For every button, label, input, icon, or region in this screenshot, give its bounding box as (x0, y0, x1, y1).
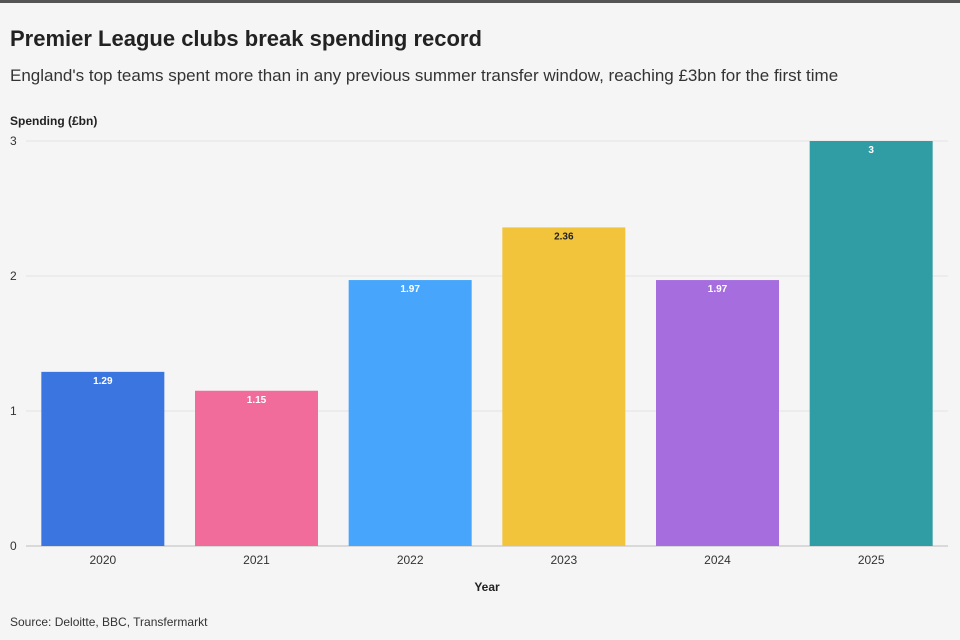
bar (41, 371, 165, 546)
bar (809, 141, 933, 546)
x-tick-label: 2025 (858, 553, 885, 567)
chart-title: Premier League clubs break spending reco… (10, 26, 482, 51)
bar-value-label: 1.15 (247, 395, 267, 406)
x-tick-label: 2021 (243, 553, 270, 567)
bar-value-label: 1.97 (400, 284, 420, 295)
x-tick-label: 2024 (704, 553, 731, 567)
y-axis-title: Spending (£bn) (10, 114, 97, 128)
bar (348, 280, 472, 546)
chart-subtitle: England's top teams spent more than in a… (10, 66, 839, 85)
bars (41, 141, 933, 546)
data-labels: 1.29 1.15 1.97 2.36 1.97 3 (93, 145, 874, 406)
x-tick-label: 2023 (550, 553, 577, 567)
x-axis-title: Year (474, 580, 500, 594)
source-note: Source: Deloitte, BBC, Transfermarkt (10, 615, 208, 629)
axes: 0 1 2 3 2020 2021 2022 2023 2024 2025 (10, 134, 885, 567)
y-tick-label: 1 (10, 404, 17, 418)
bar-value-label: 1.97 (708, 284, 728, 295)
y-tick-label: 2 (10, 269, 17, 283)
x-tick-label: 2020 (89, 553, 116, 567)
bar (656, 280, 779, 546)
y-tick-label: 0 (10, 539, 17, 553)
bar (502, 227, 626, 546)
x-tick-label: 2022 (397, 553, 424, 567)
y-tick-label: 3 (10, 134, 17, 148)
top-rule (0, 0, 960, 3)
bar-value-label: 3 (868, 145, 874, 156)
bar-value-label: 1.29 (93, 376, 113, 387)
gridlines (26, 140, 948, 547)
bar-value-label: 2.36 (554, 231, 574, 242)
bar (195, 390, 318, 546)
